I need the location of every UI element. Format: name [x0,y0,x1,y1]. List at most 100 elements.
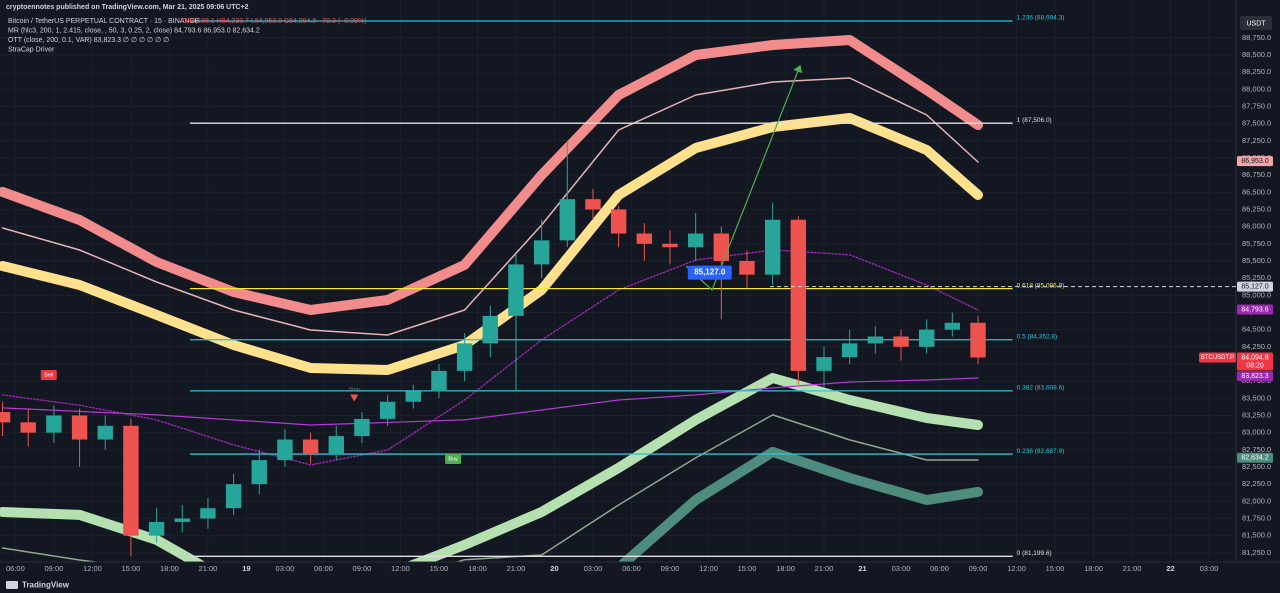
y-tick-label: 85,750.0 [1242,239,1271,248]
y-tick-label: 87,500.0 [1242,119,1271,128]
candle-body [123,425,139,536]
x-tick-label: 21:00 [815,564,834,573]
candle-body [687,233,704,248]
x-tick-label: 12:00 [391,564,410,573]
y-tick-label: 82,500.0 [1242,462,1271,471]
candle-body [148,521,165,536]
candle-body [559,199,576,241]
price-label: 83,823.3 [1241,373,1268,380]
y-tick-label: 87,250.0 [1242,136,1271,145]
fib-label: 1 (87,506.0) [1017,117,1052,124]
x-tick-label: 12:00 [1007,564,1026,573]
y-tick-label: 85,000.0 [1242,290,1271,299]
candle-body [790,219,807,371]
candle-body [46,415,62,433]
x-tick-label: 06:00 [314,564,333,573]
candle-body [867,336,884,344]
indicator-line [1,77,979,336]
y-tick-label: 86,250.0 [1242,204,1271,213]
indicator-line [1,249,979,466]
annotation: Buy [448,456,458,462]
x-tick-label: 20 [550,564,558,573]
indicator: OTT (close, 200, 0.1, VAR) 83,823.3 ∅ ∅ … [8,37,169,44]
indicator: StraCap Driver [8,46,55,53]
y-tick-label: 81,750.0 [1242,513,1271,522]
x-tick-label: 15:00 [738,564,757,573]
y-tick-label: 83,000.0 [1242,428,1271,437]
candle-body [174,518,190,522]
x-tick-label: 12:00 [699,564,718,573]
x-tick-label: 15:00 [122,564,141,573]
annotations: Sell Stop Buy 85,127.0 [40,265,732,464]
y-tick-label: 84,500.0 [1242,325,1271,334]
candle-body [0,412,11,423]
price-label-box [1237,452,1273,463]
x-tick-label: 06:00 [930,564,949,573]
candle-body [585,199,601,210]
y-tick-label: 88,750.0 [1242,33,1271,42]
candle-body [328,436,344,454]
candles [0,140,986,557]
y-tick-label: 88,500.0 [1242,50,1271,59]
x-axis-panel [0,562,1280,578]
annotation: Sell [44,372,53,378]
x-tick-label: 21:00 [507,564,526,573]
price-label-box [1237,281,1273,292]
y-tick-label: 82,000.0 [1242,496,1271,505]
candle-body [379,401,396,419]
candle-body [456,343,473,371]
ohlc: O84,188.1 H84,233.7 L84,053.0 C84,094.8 … [182,18,366,25]
x-tick-label: 15:00 [430,564,449,573]
x-tick-label: 03:00 [584,564,603,573]
indicator-line [617,446,983,562]
indicator-line [0,373,983,562]
price-label-box [1237,371,1273,382]
x-tick-label: 21 [858,564,866,573]
candle-body [251,460,267,485]
candle-body [225,484,242,509]
callout-box [687,265,732,280]
price-label: 84,094.8 [1241,354,1268,361]
x-tick-label: 12:00 [83,564,102,573]
x-tick-label: 21:00 [199,564,218,573]
footer: TradingView [22,581,70,590]
x-tick-label: 22 [1166,564,1174,573]
candle-body [893,336,909,347]
price-label: 85,127.0 [1241,283,1268,290]
candle-body [816,357,832,371]
x-tick-label: 03:00 [1200,564,1219,573]
y-tick-label: 83,250.0 [1242,410,1271,419]
candle-body [200,508,216,519]
price-label: 86,953.0 [1241,158,1268,165]
y-tick-label: 85,250.0 [1242,273,1271,282]
footer-bar [0,578,1280,593]
candle-body [713,233,730,261]
fib-label: 0.236 (82,687.9) [1017,448,1065,455]
candle-body [739,260,755,275]
y-tick-label: 86,500.0 [1242,187,1271,196]
price-label-box [1237,352,1273,371]
candle-body [764,219,781,275]
price-label-box [1237,156,1273,167]
x-tick-label: 18:00 [1084,564,1103,573]
x-tick-label: 03:00 [892,564,911,573]
y-tick-label: 81,250.0 [1242,548,1271,557]
x-tick-label: 18:00 [160,564,179,573]
annotation-box [445,453,462,464]
candle-body [302,439,319,454]
y-tick-label: 87,750.0 [1242,101,1271,110]
fib-label: 0.618 (85,096.9) [1017,282,1065,289]
indicator-line [2,377,979,426]
symbol-label: BTCUSDT.P [1201,355,1234,361]
candle-body [841,343,858,358]
x-tick-label: 03:00 [276,564,295,573]
candle-body [482,315,498,344]
x-tick-label: 09:00 [353,564,372,573]
x-tick-label: 18:00 [776,564,795,573]
indicator-line [0,35,983,315]
x-tick-label: 15:00 [1046,564,1065,573]
price-label: 84,793.6 [1241,306,1268,313]
price-label: 82,634.2 [1241,455,1268,462]
